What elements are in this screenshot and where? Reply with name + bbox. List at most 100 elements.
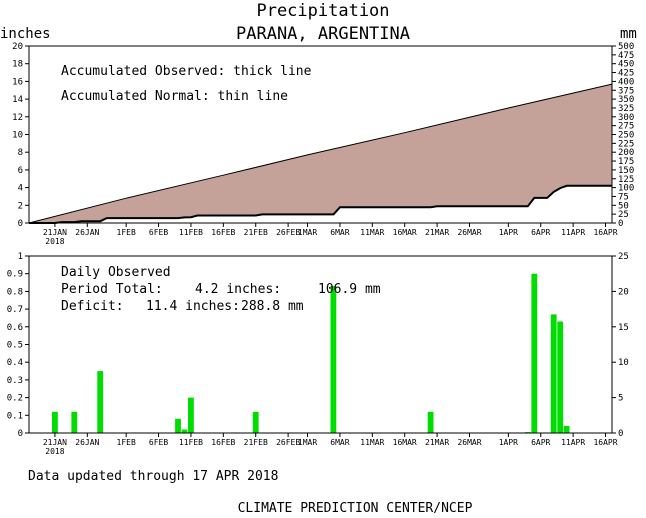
top-y-left-label-14: 14 — [12, 95, 23, 105]
daily-bar-2018-02-09 — [175, 418, 181, 433]
top-y-left-label-18: 18 — [12, 60, 23, 70]
daily-bar-2018-04-09 — [557, 321, 564, 433]
bottom-y-left-label-0.7: 0.7 — [7, 305, 23, 315]
top-y-right-label-200: 200 — [618, 148, 634, 158]
bottom-x-label-16MAR: 16MAR — [393, 438, 417, 447]
top-y-right-label-500: 500 — [618, 42, 634, 52]
top-x-label-26JAN: 26JAN — [75, 228, 99, 237]
chart-subtitle: PARANA, ARGENTINA — [236, 24, 410, 44]
accumulated-observed-line — [29, 184, 612, 224]
top-y-right-label-275: 275 — [618, 122, 634, 132]
top-x-label-16FEB: 16FEB — [211, 228, 235, 237]
top-ylabel-left: inches — [0, 26, 51, 42]
bottom-x-label-16FEB: 16FEB — [211, 438, 235, 447]
deficit-mm: 288.8 mm — [241, 299, 304, 314]
daily-bar-2018-01-21 — [52, 411, 58, 433]
top-y-right-label-450: 450 — [618, 60, 634, 70]
daily-bar-2018-03-20 — [427, 411, 434, 433]
accumulated-observed-area — [29, 185, 612, 223]
bottom-x-label-1MAR: 1MAR — [298, 438, 317, 447]
daily-bar-2018-02-21 — [252, 411, 259, 433]
top-y-left-label-10: 10 — [12, 131, 23, 141]
bottom-x-label-11MAR: 11MAR — [360, 438, 384, 447]
top-x-label-6FEB: 6FEB — [149, 228, 168, 237]
top-y-right-label-0: 0 — [618, 219, 623, 229]
deficit-inches: 11.4 inches: — [146, 299, 240, 314]
top-y-left-label-2: 2 — [18, 201, 23, 211]
bottom-y-left-label-0.8: 0.8 — [7, 287, 23, 297]
top-y-right-label-375: 375 — [618, 86, 634, 96]
top-y-right-label-300: 300 — [618, 113, 634, 123]
top-x-label-16APR: 16APR — [593, 228, 617, 237]
top-x-label-1FEB: 1FEB — [117, 228, 136, 237]
daily-bar-2018-01-24 — [71, 411, 78, 433]
bottom-y-right-label-5: 5 — [618, 394, 623, 404]
daily-bar-2018-04-05 — [531, 273, 538, 433]
bottom-y-left-label-0.1: 0.1 — [7, 411, 23, 421]
top-x-label-26FEB: 26FEB — [276, 228, 300, 237]
top-y-right-label-125: 125 — [618, 175, 634, 185]
bottom-y-left-label-0.6: 0.6 — [7, 323, 23, 333]
daily-bar-2018-04-10 — [563, 425, 570, 433]
top-y-left-label-12: 12 — [12, 113, 23, 123]
bottom-x-label-21JAN: 21JAN — [43, 438, 67, 447]
daily-heading: Daily Observed — [61, 265, 171, 280]
bottom-y-left-label-0.3: 0.3 — [7, 376, 23, 386]
bottom-x-label-1FEB: 1FEB — [117, 438, 136, 447]
bottom-y-left-label-0: 0 — [18, 429, 23, 439]
top-y-right-label-325: 325 — [618, 104, 634, 114]
top-y-right-label-150: 150 — [618, 166, 634, 176]
top-y-axis-left: 0 2 4 6 8 10 12 14 16 18 20 — [12, 42, 29, 229]
bottom-y-left-label-0.5: 0.5 — [7, 341, 23, 351]
bottom-y-left-label-0.4: 0.4 — [7, 358, 23, 368]
top-x-label-6MAR: 6MAR — [330, 228, 349, 237]
top-y-right-label-225: 225 — [618, 139, 634, 149]
top-y-right-label-425: 425 — [618, 69, 634, 79]
bottom-x-label-6APR: 6APR — [531, 438, 550, 447]
bottom-x-label-26MAR: 26MAR — [457, 438, 481, 447]
accumulated-normal-area — [29, 84, 612, 223]
bottom-x-label-11FEB: 11FEB — [179, 438, 203, 447]
top-y-right-label-475: 475 — [618, 51, 634, 61]
top-y-left-label-8: 8 — [18, 148, 23, 158]
top-y-right-label-100: 100 — [618, 184, 634, 194]
top-y-right-label-50: 50 — [618, 201, 629, 211]
bottom-y-left-label-1: 1 — [18, 252, 23, 262]
deficit-label: Deficit: — [61, 299, 124, 314]
bottom-y-right-label-25: 25 — [618, 252, 629, 262]
bottom-y-left-label-0.2: 0.2 — [7, 394, 23, 404]
daily-bar-2018-02-10 — [181, 429, 188, 433]
top-y-right-label-175: 175 — [618, 157, 634, 167]
top-y-left-label-20: 20 — [12, 42, 23, 52]
top-x-label-11MAR: 11MAR — [360, 228, 384, 237]
bottom-y-left-label-0.9: 0.9 — [7, 270, 23, 280]
bottom-y-right-label-10: 10 — [618, 358, 629, 368]
daily-bar-2018-01-28 — [97, 371, 104, 433]
credit-note: CLIMATE PREDICTION CENTER/NCEP — [238, 501, 473, 516]
top-y-right-label-75: 75 — [618, 192, 629, 202]
chart-title: Precipitation — [256, 1, 389, 21]
bottom-x-label-26JAN: 26JAN — [75, 438, 99, 447]
period-mm: 106.9 mm — [318, 282, 381, 297]
period-label: Period Total: — [61, 282, 163, 297]
top-x-label-11APR: 11APR — [561, 228, 585, 237]
bottom-x-label-21MAR: 21MAR — [425, 438, 449, 447]
daily-bar-2018-03-05 — [330, 286, 337, 433]
top-x-label-1MAR: 1MAR — [298, 228, 317, 237]
top-y-right-label-25: 25 — [618, 210, 629, 220]
bottom-x-year-label: 2018 — [45, 447, 64, 456]
top-y-left-label-6: 6 — [18, 166, 23, 176]
top-x-label-21JAN: 21JAN — [43, 228, 67, 237]
top-x-label-21FEB: 21FEB — [244, 228, 268, 237]
top-y-right-label-400: 400 — [618, 77, 634, 87]
top-y-right-label-250: 250 — [618, 131, 634, 141]
legend-normal: Accumulated Normal: thin line — [61, 89, 288, 104]
top-x-label-26MAR: 26MAR — [457, 228, 481, 237]
top-y-right-label-350: 350 — [618, 95, 634, 105]
bottom-y-axis-right: 0 5 10 15 20 25 — [612, 252, 629, 439]
bottom-y-axis-left: 0 0.1 0.2 0.3 0.4 0.5 0.6 0.7 0.8 0.9 1 — [7, 252, 29, 439]
daily-bars — [52, 273, 570, 433]
